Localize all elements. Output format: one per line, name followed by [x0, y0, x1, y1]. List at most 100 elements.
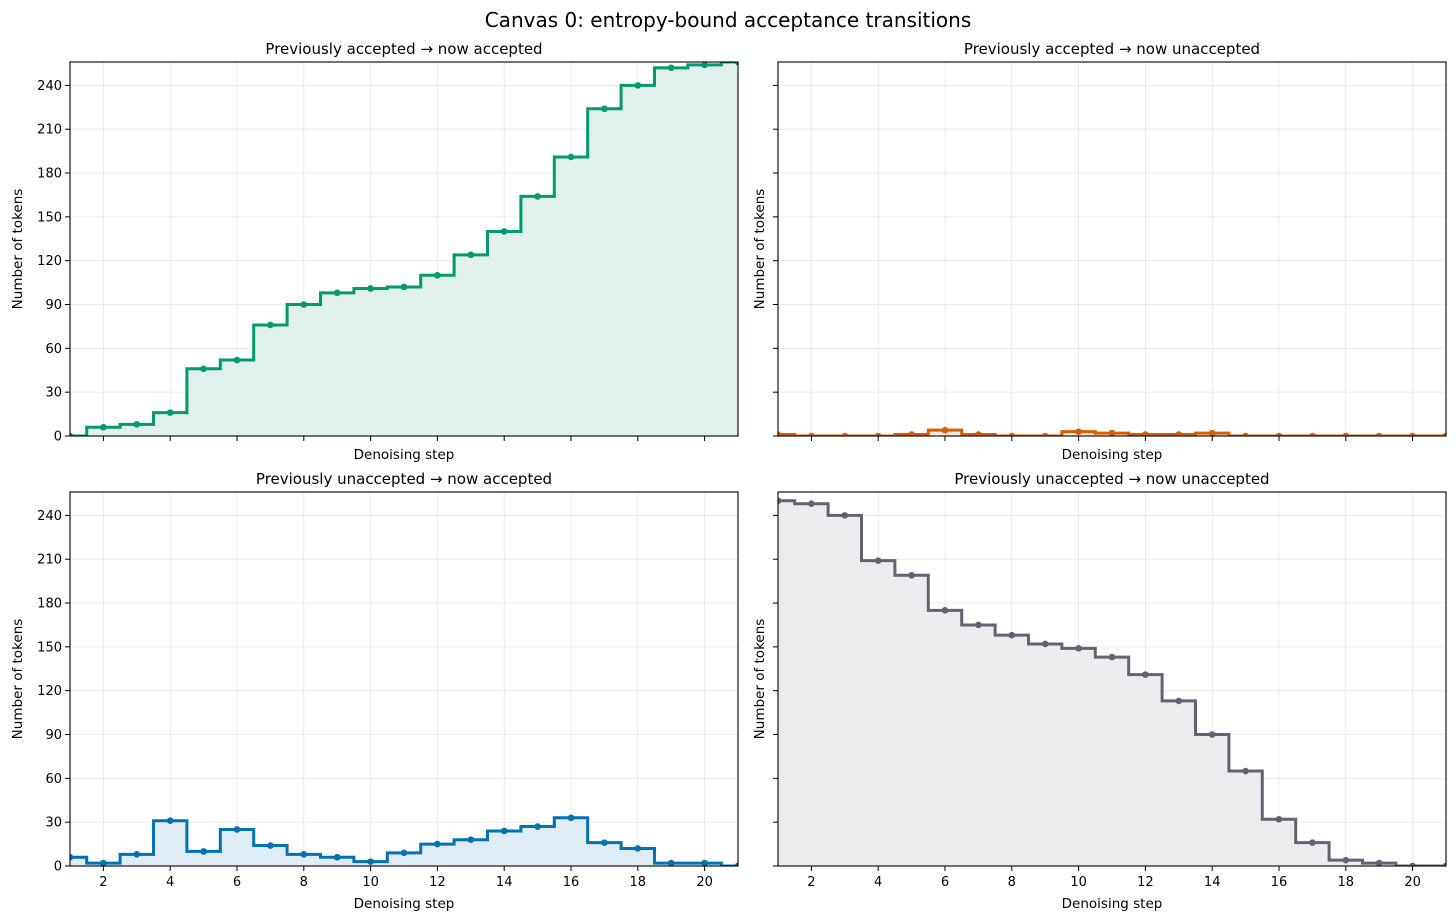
panel-title: Previously unaccepted → now accepted: [256, 470, 552, 488]
x-tick-label-8: 8: [300, 875, 308, 890]
data-point-11: [400, 849, 408, 857]
data-point-1: [70, 853, 74, 861]
data-point-7: [267, 321, 274, 329]
data-point-11: [400, 283, 408, 291]
y-tick-label-90: 90: [45, 298, 62, 313]
data-point-2: [100, 859, 107, 866]
data-point-10: [367, 858, 374, 865]
x-tick-label-4: 4: [166, 875, 174, 890]
data-point-19: [667, 859, 675, 866]
y-tick-label-0: 0: [54, 430, 62, 445]
x-tick-label-16: 16: [1271, 875, 1288, 890]
x-tick-label-16: 16: [563, 875, 580, 890]
x-tick-label-10: 10: [1070, 875, 1087, 890]
x-axis-label: Denoising step: [1062, 896, 1163, 912]
x-tick-label-20: 20: [696, 875, 713, 890]
data-point-8: [1008, 432, 1016, 436]
data-point-20: [1409, 862, 1416, 866]
data-point-18: [634, 82, 642, 89]
data-point-20: [701, 62, 708, 69]
data-point-20: [701, 859, 708, 866]
data-point-3: [133, 421, 141, 428]
data-point-9: [1041, 640, 1049, 648]
data-point-12: [1142, 671, 1149, 678]
plot-area: [70, 62, 738, 436]
data-point-10: [367, 285, 374, 292]
plot-area: [778, 497, 1446, 866]
y-tick-label-60: 60: [45, 772, 62, 787]
data-point-4: [874, 432, 882, 436]
data-point-20: [1409, 432, 1416, 436]
x-axis-label: Denoising step: [354, 896, 455, 912]
axes-frame: [777, 491, 1447, 867]
plot-area: [70, 814, 738, 866]
x-axis-label: Denoising step: [1062, 447, 1163, 463]
data-point-18: [634, 845, 642, 852]
y-tick-label-240: 240: [37, 509, 62, 524]
data-point-18: [1342, 432, 1350, 436]
x-tick-label-2: 2: [807, 875, 815, 890]
axes-frame: [777, 61, 1447, 437]
y-tick-label-90: 90: [45, 728, 62, 743]
data-point-6: [233, 826, 241, 833]
y-tick-label-120: 120: [37, 254, 62, 269]
data-point-10: [1075, 428, 1082, 435]
x-tick-label-10: 10: [362, 875, 379, 890]
x-axis-label: Denoising step: [354, 447, 455, 463]
x-tick-label-6: 6: [941, 875, 949, 890]
panel-4: 2 4 6 8 10 12 14 16 18 20 Previously unaccepted → …: [752, 470, 1447, 912]
axes-frame: [69, 491, 739, 867]
data-point-3: [133, 851, 141, 858]
y-tick-label-150: 150: [37, 210, 62, 225]
data-point-7: [267, 842, 274, 849]
data-point-8: [300, 301, 308, 308]
data-point-3: [841, 432, 849, 436]
data-point-13: [467, 836, 475, 844]
y-tick-label-150: 150: [37, 640, 62, 655]
data-point-2: [100, 423, 107, 431]
y-axis-label: Number of tokens: [752, 619, 768, 740]
data-point-16: [1275, 815, 1283, 823]
data-point-15: [1242, 432, 1249, 436]
x-tick-label-12: 12: [1137, 875, 1154, 890]
y-tick-label-210: 210: [37, 553, 62, 568]
data-point-2: [808, 500, 815, 507]
data-point-5: [200, 848, 207, 855]
data-point-14: [500, 827, 508, 835]
data-point-16: [567, 814, 575, 822]
data-point-13: [1175, 431, 1183, 436]
series-line: [778, 499, 1446, 866]
data-point-6: [941, 426, 949, 434]
data-point-17: [601, 839, 608, 846]
data-point-15: [534, 193, 541, 200]
data-point-17: [1309, 432, 1316, 436]
data-point-4: [166, 409, 174, 416]
data-point-15: [1242, 767, 1249, 775]
data-point-12: [434, 271, 441, 279]
data-point-3: [841, 512, 849, 519]
axes-frame: [69, 61, 739, 437]
data-point-6: [941, 607, 949, 614]
data-point-9: [333, 853, 341, 861]
data-point-8: [300, 851, 308, 858]
x-tick-label-18: 18: [1338, 875, 1355, 890]
x-tick-label-2: 2: [99, 875, 107, 890]
data-point-12: [1142, 431, 1149, 436]
y-tick-label-0: 0: [54, 860, 62, 875]
data-point-12: [434, 840, 441, 848]
x-tick-label-12: 12: [429, 875, 446, 890]
x-tick-label-18: 18: [630, 875, 647, 890]
data-point-18: [1342, 856, 1350, 864]
y-tick-label-240: 240: [37, 79, 62, 94]
data-point-7: [975, 621, 982, 629]
data-point-4: [874, 557, 882, 564]
data-point-13: [467, 251, 475, 259]
data-point-6: [233, 356, 241, 364]
data-point-21: [1442, 862, 1446, 866]
x-tick-label-14: 14: [1204, 875, 1221, 890]
data-point-21: [734, 862, 738, 866]
y-tick-label-180: 180: [37, 597, 62, 612]
panel-3: 2 4 6 8 10 12 14 16 18 20 0 30 60 90 120 150 180 210 240 Pr…: [10, 470, 739, 912]
data-point-5: [200, 365, 207, 373]
data-point-1: [778, 497, 782, 505]
